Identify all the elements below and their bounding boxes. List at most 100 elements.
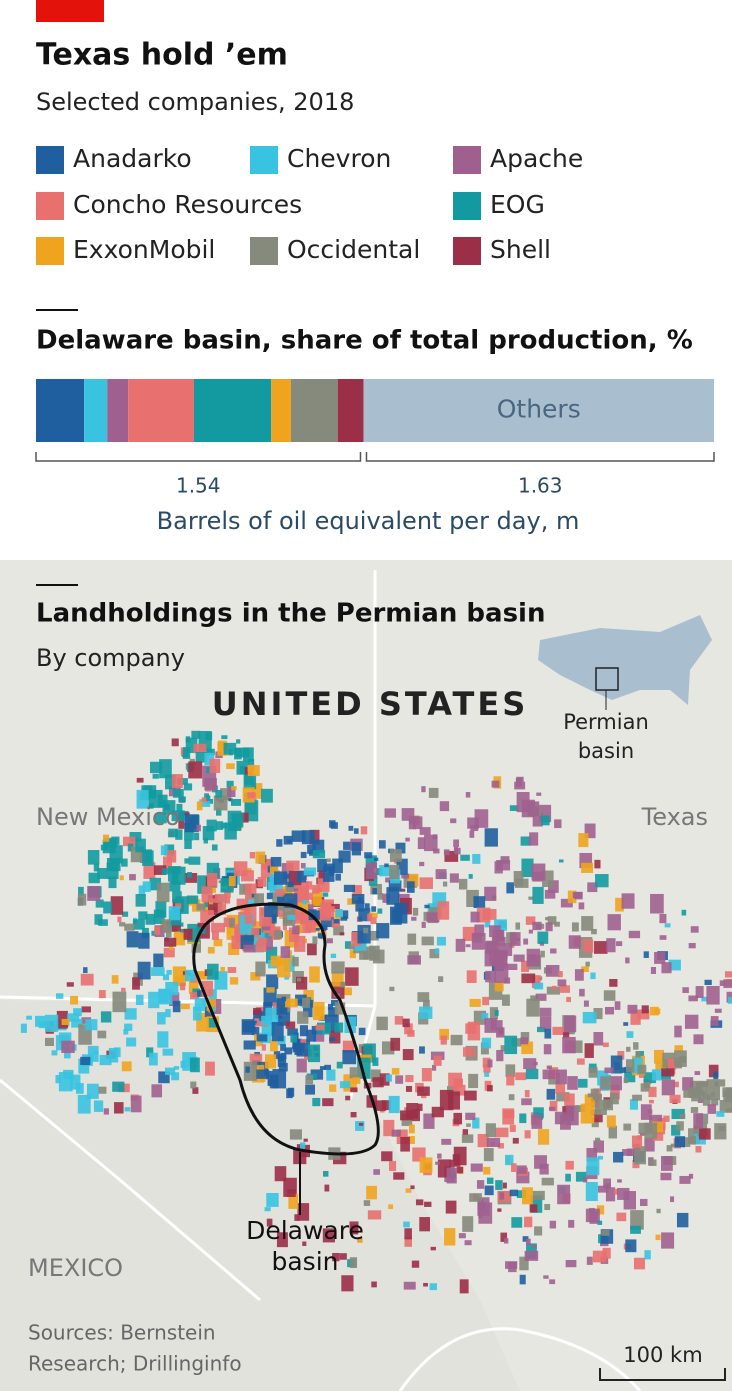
landholding [446, 1201, 457, 1214]
landholding [725, 971, 732, 977]
landholding [691, 1107, 698, 1113]
landholding [644, 1082, 651, 1088]
landholding [566, 997, 571, 1002]
landholding [538, 1129, 549, 1145]
landholding [679, 1056, 686, 1063]
legend-label: EOG [490, 190, 545, 219]
landholding [316, 1025, 325, 1031]
landholding [496, 1050, 503, 1061]
landholding [247, 792, 255, 798]
landholding [257, 1034, 268, 1041]
landholding [505, 1064, 515, 1077]
landholding [357, 925, 370, 944]
landholding [231, 786, 236, 790]
landholding [419, 862, 424, 866]
landholding [720, 1079, 725, 1086]
landholding [453, 1113, 462, 1125]
landholding [540, 1008, 552, 1016]
landholding [137, 778, 144, 783]
landholding [495, 1010, 499, 1016]
landholding [163, 1049, 174, 1056]
landholding [549, 1107, 555, 1111]
landholding [340, 1081, 350, 1088]
landholding [406, 1086, 412, 1092]
landholding [300, 913, 304, 917]
landholding [268, 882, 273, 891]
landholding [195, 998, 206, 1011]
landholding [404, 1282, 416, 1290]
bar-segment [107, 379, 128, 442]
landholding [635, 1051, 640, 1057]
landholding [381, 1151, 392, 1161]
landholding [216, 821, 223, 830]
landholding [473, 896, 485, 908]
bar-segment [84, 379, 107, 442]
landholding [589, 1067, 598, 1078]
landholding [441, 1139, 451, 1145]
landholding [184, 929, 193, 940]
landholding [560, 1115, 571, 1130]
landholding [585, 1043, 594, 1058]
landholding [324, 1065, 331, 1070]
landholding [210, 759, 221, 773]
landholding [437, 937, 446, 946]
landholding [544, 1044, 552, 1054]
landholding [384, 864, 388, 868]
landholding [389, 1096, 400, 1113]
landholding [487, 1059, 492, 1067]
landholding [534, 1155, 547, 1169]
landholding [550, 1221, 556, 1229]
landholding [424, 905, 429, 908]
landholding [229, 876, 236, 886]
landholding [676, 1121, 684, 1130]
landholding [354, 828, 359, 834]
landholding [728, 997, 732, 1004]
landholding [644, 1250, 650, 1259]
landholding [372, 1057, 378, 1065]
landholding [540, 1016, 551, 1028]
map-title: Landholdings in the Permian basin [36, 599, 545, 629]
landholding [615, 1001, 621, 1010]
landholding [691, 926, 699, 932]
landholding [594, 941, 608, 954]
landholding [196, 903, 205, 910]
landholding [689, 1174, 693, 1179]
landholding [308, 1045, 320, 1063]
landholding [322, 1098, 333, 1106]
landholding [688, 995, 697, 1001]
landholding [695, 1146, 701, 1152]
landholding [131, 1096, 142, 1113]
landholding [471, 912, 480, 923]
landholding [581, 916, 593, 931]
landholding [407, 955, 421, 964]
landholding [212, 844, 218, 850]
landholding [138, 933, 149, 949]
landholding [495, 1180, 502, 1190]
landholding [412, 1261, 419, 1268]
landholding [274, 930, 282, 939]
landholding [437, 1154, 441, 1159]
landholding [511, 1163, 517, 1172]
landholding [407, 881, 415, 893]
landholding [187, 872, 192, 878]
landholding [511, 1217, 522, 1228]
landholding [524, 1217, 532, 1228]
landholding [532, 864, 546, 881]
landholding [126, 1038, 136, 1047]
landholding [437, 901, 449, 920]
landholding [577, 1058, 585, 1064]
title: Texas hold ’em [36, 38, 288, 73]
map-subtitle: By company [36, 644, 185, 672]
landholding [215, 894, 227, 903]
landholding [207, 964, 219, 980]
landholding [601, 1230, 609, 1236]
landholding [207, 820, 217, 832]
landholding [440, 1090, 454, 1110]
landholding [589, 1211, 597, 1224]
landholding [626, 1047, 630, 1052]
landholding [632, 1136, 642, 1148]
landholding [640, 1199, 647, 1206]
landholding [122, 1061, 132, 1071]
landholding [407, 934, 416, 945]
landholding [513, 1138, 519, 1144]
